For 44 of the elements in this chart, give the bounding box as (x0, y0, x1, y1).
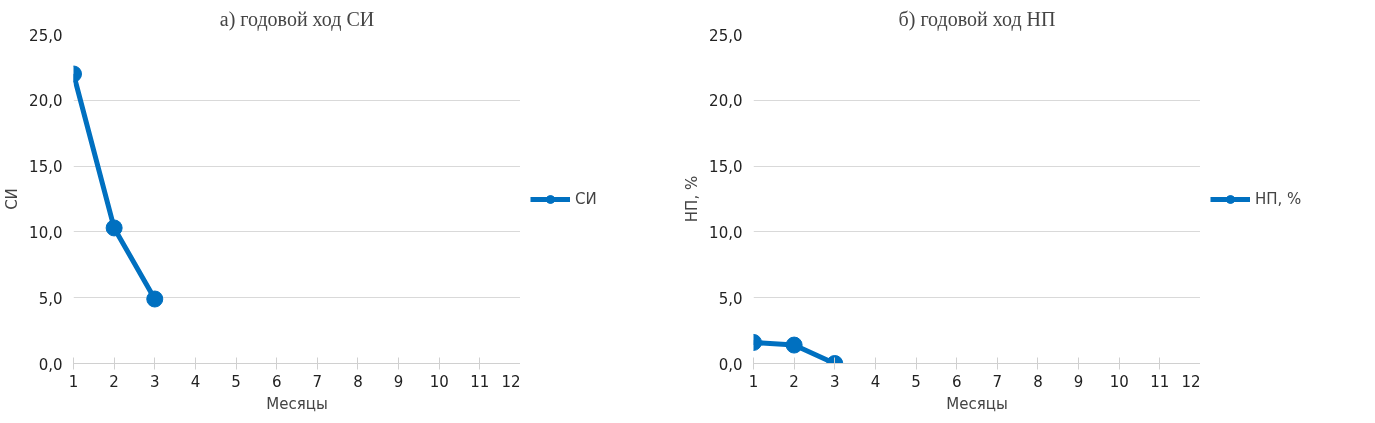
x-tick-label: 2 (789, 372, 799, 391)
y-tick-label: 20,0 (29, 92, 63, 111)
chart-title: б) годовой ход НП (898, 7, 1056, 31)
x-tick-label: 10 (429, 372, 449, 391)
x-tick-label: 4 (190, 372, 201, 391)
legend-label: СИ (575, 189, 597, 208)
x-tick-label: 12 (501, 372, 521, 391)
y-tick-label: 10,0 (709, 223, 743, 242)
y-tick-label: 15,0 (709, 158, 743, 177)
x-tick-label: 12 (1181, 372, 1201, 391)
x-tick-label: 7 (992, 372, 1003, 391)
x-tick-label: 6 (271, 372, 282, 391)
x-tick-label: 7 (312, 372, 323, 391)
x-tick-label: 8 (1033, 372, 1043, 391)
y-tick-label: 25,0 (709, 26, 743, 45)
x-tick-label: 1 (68, 372, 79, 391)
x-tick-label: 2 (109, 372, 119, 391)
x-tick-label: 5 (231, 372, 241, 391)
y-tick-label: 0,0 (38, 355, 63, 374)
x-tick-label: 5 (911, 372, 921, 391)
x-axis-title: Месяцы (946, 394, 1008, 413)
x-tick-label: 9 (1073, 372, 1084, 391)
y-axis-title: НП, % (683, 175, 702, 223)
y-tick-label: 5,0 (38, 289, 63, 308)
x-axis-title: Месяцы (266, 394, 328, 413)
legend-label: НП, % (1255, 189, 1302, 208)
x-tick-label: 3 (830, 372, 840, 391)
x-tick-label: 11 (470, 372, 490, 391)
x-tick-label: 11 (1150, 372, 1170, 391)
x-tick-label: 3 (150, 372, 160, 391)
y-tick-label: 5,0 (718, 289, 743, 308)
y-axis-title: СИ (3, 188, 22, 210)
x-tick-label: 8 (353, 372, 363, 391)
y-tick-label: 25,0 (29, 26, 63, 45)
x-tick-label: 4 (870, 372, 881, 391)
x-tick-label: 1 (748, 372, 759, 391)
x-tick-label: 9 (393, 372, 404, 391)
y-tick-label: 0,0 (718, 355, 743, 374)
chart-title: а) годовой ход СИ (219, 7, 375, 31)
x-tick-label: 10 (1109, 372, 1129, 391)
y-tick-label: 15,0 (29, 158, 63, 177)
y-tick-label: 20,0 (709, 92, 743, 111)
x-tick-label: 6 (951, 372, 962, 391)
y-tick-label: 10,0 (29, 223, 63, 242)
